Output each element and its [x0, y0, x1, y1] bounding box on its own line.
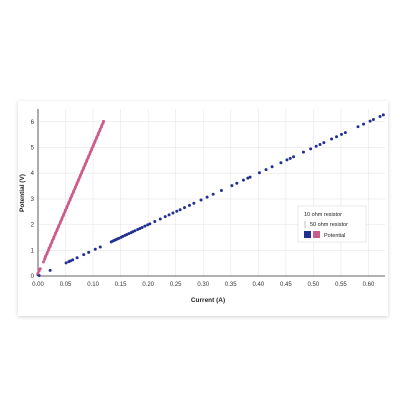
data-point [205, 195, 209, 199]
data-point [82, 253, 86, 257]
y-tick-label: 1 [31, 248, 35, 254]
data-point [48, 268, 52, 272]
data-point [368, 119, 372, 123]
data-point [330, 137, 334, 141]
x-tick-label: 0.55 [335, 282, 347, 288]
y-tick-labels: 0 1 2 3 4 5 6 [31, 120, 35, 280]
scatter-chart: 0 1 2 3 4 5 6 0.00 0.05 0.10 0.15 0.20 0.25 0.30 0.35… [19, 109, 385, 304]
data-point [171, 211, 175, 215]
x-tick-label: 0.20 [142, 282, 154, 288]
x-tick-label: 0.25 [170, 282, 182, 288]
legend-entry-50-ohm: 50 ohm resistor [310, 222, 348, 228]
data-point [199, 198, 203, 202]
data-point [235, 181, 239, 185]
data-points [36, 113, 385, 277]
x-axis-title: Current (A) [191, 297, 225, 304]
data-point [285, 158, 289, 162]
y-tick-label: 5 [31, 146, 35, 152]
data-point [339, 132, 343, 136]
data-point [140, 225, 144, 229]
data-point [292, 155, 296, 159]
data-point [301, 150, 305, 154]
data-point [322, 141, 326, 145]
data-point [381, 113, 385, 117]
data-point [211, 192, 215, 196]
data-point [183, 206, 187, 210]
legend-swatch-pink [313, 231, 320, 238]
grid [37, 109, 385, 277]
data-point [143, 224, 147, 228]
data-point [64, 261, 68, 265]
data-point [167, 213, 171, 217]
legend-swatch-blue [304, 231, 311, 238]
data-point [158, 217, 162, 221]
y-tick-label: 6 [31, 120, 35, 126]
data-point [378, 114, 382, 118]
data-point [71, 258, 75, 262]
y-tick-label: 0 [31, 274, 35, 280]
data-point [163, 215, 167, 219]
data-point [241, 178, 245, 182]
x-tick-label: 0.60 [363, 282, 375, 288]
data-point [362, 122, 366, 126]
data-point [87, 250, 91, 254]
y-tick-label: 3 [31, 197, 35, 203]
x-tick-label: 0.35 [225, 282, 237, 288]
data-point [38, 267, 42, 271]
data-point [288, 156, 292, 160]
data-point [257, 171, 261, 175]
data-point [36, 271, 40, 275]
x-tick-label: 0.05 [60, 282, 72, 288]
data-point [314, 144, 318, 148]
x-tick-label: 0.30 [197, 282, 209, 288]
data-point [343, 131, 347, 135]
data-point [219, 188, 223, 192]
y-tick-label: 4 [31, 171, 35, 177]
x-tick-label: 0.00 [32, 282, 44, 288]
legend-key-label: Potential [324, 233, 345, 239]
data-point [279, 161, 283, 165]
x-tick-label: 0.45 [280, 282, 292, 288]
x-tick-labels: 0.00 0.05 0.10 0.15 0.20 0.25 0.30 0.35 0.40 0.45… [32, 282, 375, 288]
data-point [264, 168, 268, 172]
x-tick-label: 0.15 [115, 282, 127, 288]
data-point [248, 175, 252, 179]
data-point [270, 165, 274, 169]
legend-entry-10-ohm: 10 ohm resistor [304, 212, 342, 218]
legend: 10 ohm resistor 50 ohm resistor Potentia… [297, 205, 367, 243]
data-point [75, 256, 79, 260]
y-axis-title: Potential (V) [19, 174, 26, 212]
data-point [356, 125, 360, 129]
data-point [187, 203, 191, 207]
data-point [335, 135, 339, 139]
x-tick-label: 0.10 [87, 282, 99, 288]
series-2 [36, 119, 106, 275]
data-point [148, 222, 152, 226]
x-tick-label: 0.50 [308, 282, 320, 288]
data-point [133, 229, 137, 233]
chart-card: 0 1 2 3 4 5 6 0.00 0.05 0.10 0.15 0.20 0.25 0.30 0.35… [18, 101, 388, 316]
data-point [230, 184, 234, 188]
data-point [98, 245, 102, 249]
y-tick-label: 2 [31, 223, 35, 229]
data-point [175, 209, 179, 213]
data-point [93, 247, 97, 251]
data-point [318, 142, 322, 146]
data-point [192, 201, 196, 205]
data-point [102, 119, 106, 123]
data-point [153, 220, 157, 224]
series-1 [36, 113, 385, 277]
x-tick-label: 0.40 [252, 282, 264, 288]
data-point [371, 118, 375, 122]
data-point [309, 147, 313, 151]
data-point [178, 208, 182, 212]
axes [37, 109, 385, 277]
data-point [42, 260, 46, 264]
